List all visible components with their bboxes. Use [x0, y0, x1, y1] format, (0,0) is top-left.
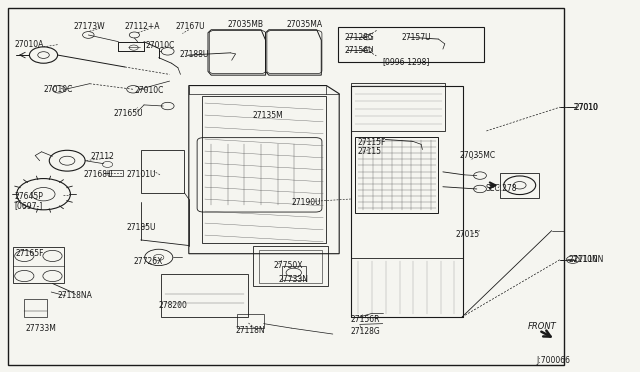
Text: 27118N: 27118N: [236, 326, 265, 335]
Text: 27645P: 27645P: [14, 192, 43, 201]
Text: SEC.278: SEC.278: [485, 185, 516, 193]
Bar: [351, 86, 463, 317]
Text: 27165U: 27165U: [114, 109, 143, 118]
Text: 27733N: 27733N: [278, 275, 308, 284]
Bar: [355, 137, 438, 213]
Text: 27128G: 27128G: [344, 33, 374, 42]
Text: 27167U: 27167U: [176, 22, 205, 31]
Text: 27188U: 27188U: [179, 50, 209, 59]
Text: 27112+A: 27112+A: [125, 22, 160, 31]
Text: J:700066: J:700066: [536, 356, 570, 365]
Bar: [141, 150, 184, 193]
Bar: [338, 27, 484, 62]
Text: —27110N: —27110N: [566, 255, 604, 264]
Text: 27165F: 27165F: [16, 249, 45, 258]
Bar: [253, 246, 328, 286]
Text: FRONT: FRONT: [528, 322, 557, 331]
Bar: [282, 266, 306, 280]
Text: 27726X: 27726X: [133, 257, 163, 266]
Text: 27750X: 27750X: [274, 262, 303, 270]
Text: 27035MA: 27035MA: [287, 20, 323, 29]
Text: 27010C: 27010C: [134, 86, 164, 95]
Text: 27168U: 27168U: [83, 170, 113, 179]
Text: 27115: 27115: [357, 147, 381, 156]
Text: 27015: 27015: [456, 230, 480, 239]
Text: 27035MC: 27035MC: [460, 151, 495, 160]
Text: 27035MB: 27035MB: [227, 20, 263, 29]
Text: 27118NA: 27118NA: [58, 291, 92, 300]
Text: 27173W: 27173W: [74, 22, 105, 31]
Text: 27156U: 27156U: [344, 46, 374, 55]
Text: 27101U: 27101U: [127, 170, 156, 179]
Text: 27115F: 27115F: [357, 138, 385, 147]
Bar: [237, 314, 264, 328]
Text: 27110N: 27110N: [568, 255, 598, 264]
Text: 27190U: 27190U: [291, 198, 321, 207]
Bar: [13, 247, 64, 283]
Bar: [259, 250, 322, 283]
Bar: [500, 173, 539, 198]
Text: 27112: 27112: [91, 153, 115, 161]
Bar: [351, 83, 445, 131]
Bar: [109, 170, 123, 176]
Text: 27156R: 27156R: [351, 315, 380, 324]
Bar: [202, 96, 326, 243]
Text: 27135M: 27135M: [253, 111, 284, 120]
Text: 27157U: 27157U: [402, 33, 431, 42]
Text: 27185U: 27185U: [127, 223, 156, 232]
Text: 27010C: 27010C: [44, 85, 73, 94]
Text: 27010A: 27010A: [14, 40, 44, 49]
Text: 27010C: 27010C: [146, 41, 175, 50]
Text: 27128G: 27128G: [351, 327, 380, 336]
Bar: [351, 258, 463, 317]
Text: [0996-1298]: [0996-1298]: [383, 58, 430, 67]
Bar: [8, 8, 564, 365]
Text: 27010: 27010: [575, 103, 599, 112]
Text: [0697-]: [0697-]: [14, 201, 42, 210]
Text: 27733M: 27733M: [26, 324, 56, 333]
Text: 278200: 278200: [159, 301, 188, 310]
Bar: [24, 299, 47, 317]
Text: —27010: —27010: [566, 103, 598, 112]
Bar: [161, 274, 248, 317]
